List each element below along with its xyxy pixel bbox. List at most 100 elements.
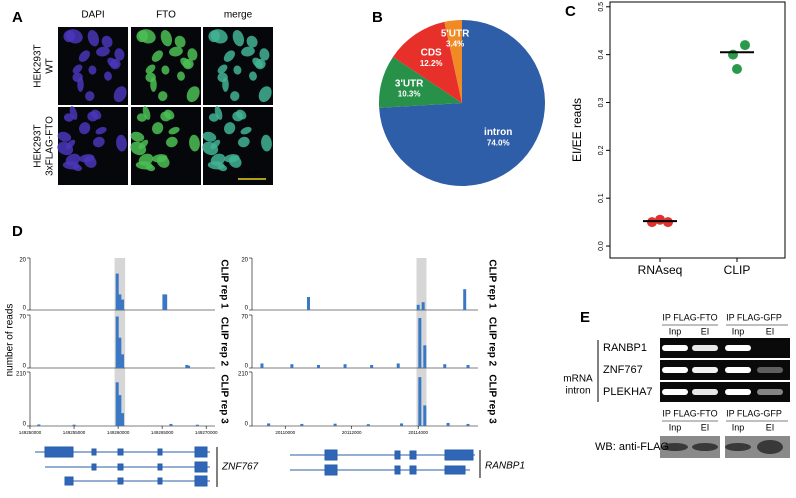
nucleus <box>217 64 228 74</box>
x-tick-label: 20112000 <box>342 430 362 435</box>
nucleus <box>232 111 244 122</box>
coverage-bar <box>115 273 119 310</box>
coverage-bar <box>466 423 470 426</box>
coverage-bar <box>421 302 425 310</box>
y-tick-label: 20 <box>241 258 248 264</box>
coverage-bar <box>121 354 124 368</box>
coverage-bar <box>396 363 400 368</box>
coverage-bar <box>400 423 404 426</box>
gene-label: ZNF767 <box>603 364 643 376</box>
y-tick-label: 0 <box>23 422 27 428</box>
nucleus <box>210 153 226 166</box>
nucleus <box>145 164 156 172</box>
coverage-bar <box>307 297 310 310</box>
dot <box>655 214 665 225</box>
column-label: merge <box>224 10 253 21</box>
nucleus <box>233 65 242 75</box>
nucleus <box>65 139 76 150</box>
highlight-region <box>416 258 427 426</box>
coverage-bar <box>162 294 166 310</box>
coverage-bar <box>418 318 422 368</box>
coverage-bar <box>164 294 168 310</box>
nucleus <box>78 50 90 62</box>
nucleus <box>87 29 100 47</box>
scale-bar-label: 20 um <box>245 170 259 176</box>
y-tick-label: 0 <box>245 422 249 428</box>
x-tick-label: 149265000 <box>151 430 174 435</box>
pie-slice <box>444 20 462 103</box>
y-tick-label: 70 <box>19 315 26 321</box>
dot <box>740 40 750 51</box>
panel-label: B <box>372 9 383 26</box>
gene-models <box>35 446 481 487</box>
x-tick-label: CLIP <box>724 263 751 277</box>
nucleus <box>151 50 163 62</box>
nucleus <box>246 35 258 48</box>
nucleus <box>165 136 178 148</box>
nucleus <box>223 50 235 62</box>
y-tick-label: 0.4 <box>598 50 605 60</box>
track-label: CLIP rep 3 <box>486 374 497 424</box>
gene-name: RANBP1 <box>485 461 525 472</box>
y-tick-label: 210 <box>238 372 249 378</box>
plot-frame <box>609 1 786 259</box>
nucleus <box>63 30 76 43</box>
nucleus <box>210 139 221 150</box>
wb-header: IP FLAG-FTO <box>662 408 717 418</box>
nucleus <box>116 134 127 152</box>
gel-band <box>725 345 751 351</box>
slice-label: 5'UTR <box>441 28 470 39</box>
nucleus <box>217 72 228 83</box>
slice-label: CDS <box>421 47 442 58</box>
nucleus <box>241 46 255 57</box>
nucleus <box>208 113 219 122</box>
coverage-bar <box>118 337 122 368</box>
row-label: WT <box>45 58 56 74</box>
nucleus <box>232 29 245 47</box>
coverage-bar <box>195 424 199 426</box>
panel-label: E <box>580 309 590 326</box>
blot-band <box>725 443 751 451</box>
gel-band <box>757 389 783 395</box>
nucleus <box>186 86 200 103</box>
coverage-bar <box>316 364 320 368</box>
coverage-bar <box>423 345 427 368</box>
nucleus <box>174 35 186 48</box>
lane-label: Inp <box>732 422 745 432</box>
coverage-bar <box>115 382 119 426</box>
panel-label: C <box>565 3 576 20</box>
coverage-bar <box>423 405 427 426</box>
nucleus <box>156 155 170 168</box>
nucleus <box>145 72 156 83</box>
row-label: HEK293T <box>33 44 44 87</box>
y-tick-label: 0 <box>245 306 249 312</box>
coverage-bar <box>187 365 191 368</box>
dot <box>728 49 738 60</box>
nucleus <box>136 30 149 43</box>
nucleus <box>259 48 270 61</box>
nucleus <box>145 64 156 74</box>
slice-value: 10.3% <box>398 90 421 99</box>
coverage-bar <box>260 363 264 368</box>
gel-band <box>662 345 688 351</box>
gel-band <box>725 389 751 395</box>
y-tick-label: 0.3 <box>598 98 605 108</box>
nucleus <box>177 71 185 81</box>
ip-header: IP FLAG-FTO <box>662 312 717 322</box>
nucleus <box>72 72 83 83</box>
lane-label: EI <box>701 326 710 336</box>
ip-header: IP FLAG-GFP <box>726 312 782 322</box>
coverage-bar <box>446 422 450 426</box>
nucleus <box>92 136 105 148</box>
lane-label: Inp <box>669 326 682 336</box>
nucleus <box>72 64 83 74</box>
y-tick-label: 0.2 <box>598 145 605 155</box>
y-tick-label: 20 <box>19 258 26 264</box>
coverage-bar <box>37 424 41 426</box>
gene-name: ZNF767 <box>221 462 259 473</box>
coverage-bar <box>185 364 189 368</box>
blot-band <box>757 440 783 454</box>
gene-label: PLEKHA7 <box>603 386 653 398</box>
gel-band <box>757 367 783 373</box>
panel-label: D <box>12 223 23 240</box>
